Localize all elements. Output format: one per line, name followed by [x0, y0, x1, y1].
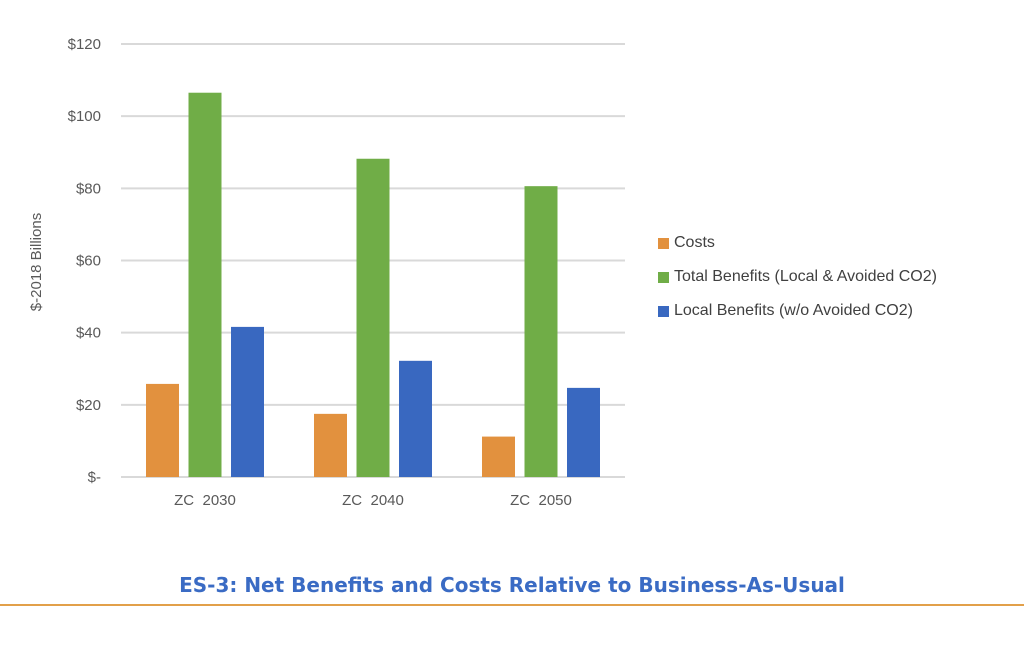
bar — [399, 360, 432, 477]
y-tick-label: $60 — [76, 253, 101, 270]
bar — [146, 383, 179, 477]
bar — [482, 436, 515, 477]
y-axis-label: $-2018 Billions — [28, 213, 45, 311]
legend-swatch-local-benefits — [658, 305, 669, 317]
legend-swatch-total-benefits — [658, 271, 669, 283]
y-tick-label: $100 — [68, 108, 101, 125]
legend-swatch-costs — [658, 237, 669, 249]
legend-item-local-benefits: Local Benefits (w/o Avoided CO2) — [658, 294, 937, 328]
y-tick-labels: $- $20 $40 $60 $80 $100 $120 — [68, 36, 101, 486]
y-tick-label: $- — [88, 469, 101, 486]
caption-divider — [0, 604, 1024, 606]
legend-label-local-benefits: Local Benefits (w/o Avoided CO2) — [674, 302, 913, 319]
x-tick-label: ZC 2030 — [174, 492, 236, 509]
x-tick-labels: ZC 2030 ZC 2040 ZC 2050 — [174, 492, 572, 509]
x-tick-label: ZC 2050 — [510, 492, 572, 509]
y-tick-label: $80 — [76, 180, 101, 197]
y-tick-label: $40 — [76, 325, 101, 342]
bar — [314, 413, 347, 477]
legend: Costs Total Benefits (Local & Avoided CO… — [658, 226, 937, 328]
legend-label-costs: Costs — [674, 234, 715, 251]
bar — [524, 186, 558, 477]
figure-caption: ES-3: Net Benefits and Costs Relative to… — [179, 573, 845, 597]
x-tick-label: ZC 2040 — [342, 492, 404, 509]
bar — [188, 92, 222, 478]
bar — [231, 326, 264, 477]
y-tick-label: $20 — [76, 397, 101, 414]
bar — [567, 387, 600, 477]
y-tick-label: $120 — [68, 36, 101, 53]
legend-label-total-benefits: Total Benefits (Local & Avoided CO2) — [674, 268, 937, 285]
bar — [356, 158, 390, 477]
legend-item-costs: Costs — [658, 226, 937, 260]
bar-chart: $-$20$40$60$80$100$120 ZC 2030 ZC 2040 ZC … — [28, 36, 625, 509]
legend-item-total-benefits: Total Benefits (Local & Avoided CO2) — [658, 260, 937, 294]
bars — [146, 92, 600, 478]
